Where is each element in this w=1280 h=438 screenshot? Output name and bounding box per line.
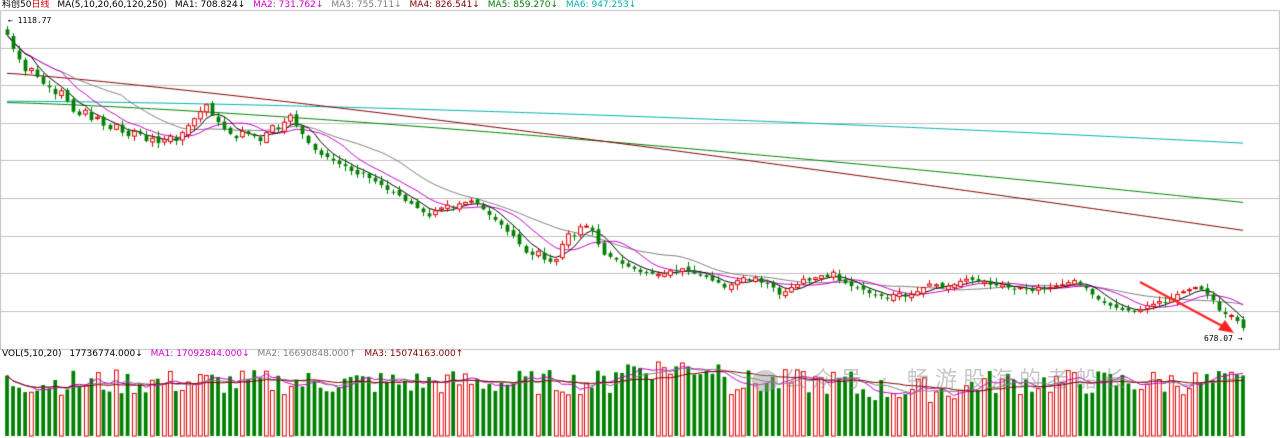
symbol-name: 科创50	[2, 0, 32, 10]
period-label[interactable]: 日线	[31, 0, 50, 10]
price-low-label: 678.07 →	[1204, 334, 1243, 343]
volume-indicator-header: VOL(5,10,20) 17736774.000↓ MA1: 17092844…	[2, 349, 468, 360]
watermark: 公众号 · 畅游股海的老船长	[752, 362, 1131, 394]
ma2-readout: MA2: 731.762↓	[253, 0, 324, 10]
price-indicator-header: 科创50日线 MA(5,10,20,60,120,250) MA1: 708.8…	[2, 0, 641, 11]
ma6-readout: MA6: 947.253↓	[565, 0, 637, 10]
price-high-label: ← 1118.77	[8, 16, 52, 25]
ma5-readout: MA5: 859.270↓	[487, 0, 559, 10]
ma1-readout: MA1: 708.824↓	[174, 0, 246, 10]
vol-params: VOL(5,10,20)	[2, 349, 62, 359]
ma4-readout: MA4: 826.541↓	[409, 0, 480, 10]
vol-ma3-readout: MA3: 15074163.000↑	[364, 349, 464, 359]
ma-params: MA(5,10,20,60,120,250)	[57, 0, 168, 10]
vol-ma1-readout: MA1: 17092844.000↓	[150, 349, 250, 359]
vol-readout: 17736774.000↓	[69, 349, 143, 359]
vol-ma2-readout: MA2: 16690848.000↑	[257, 349, 357, 359]
ma3-readout: MA3: 755.711↓	[331, 0, 402, 10]
wechat-icon	[752, 370, 778, 392]
